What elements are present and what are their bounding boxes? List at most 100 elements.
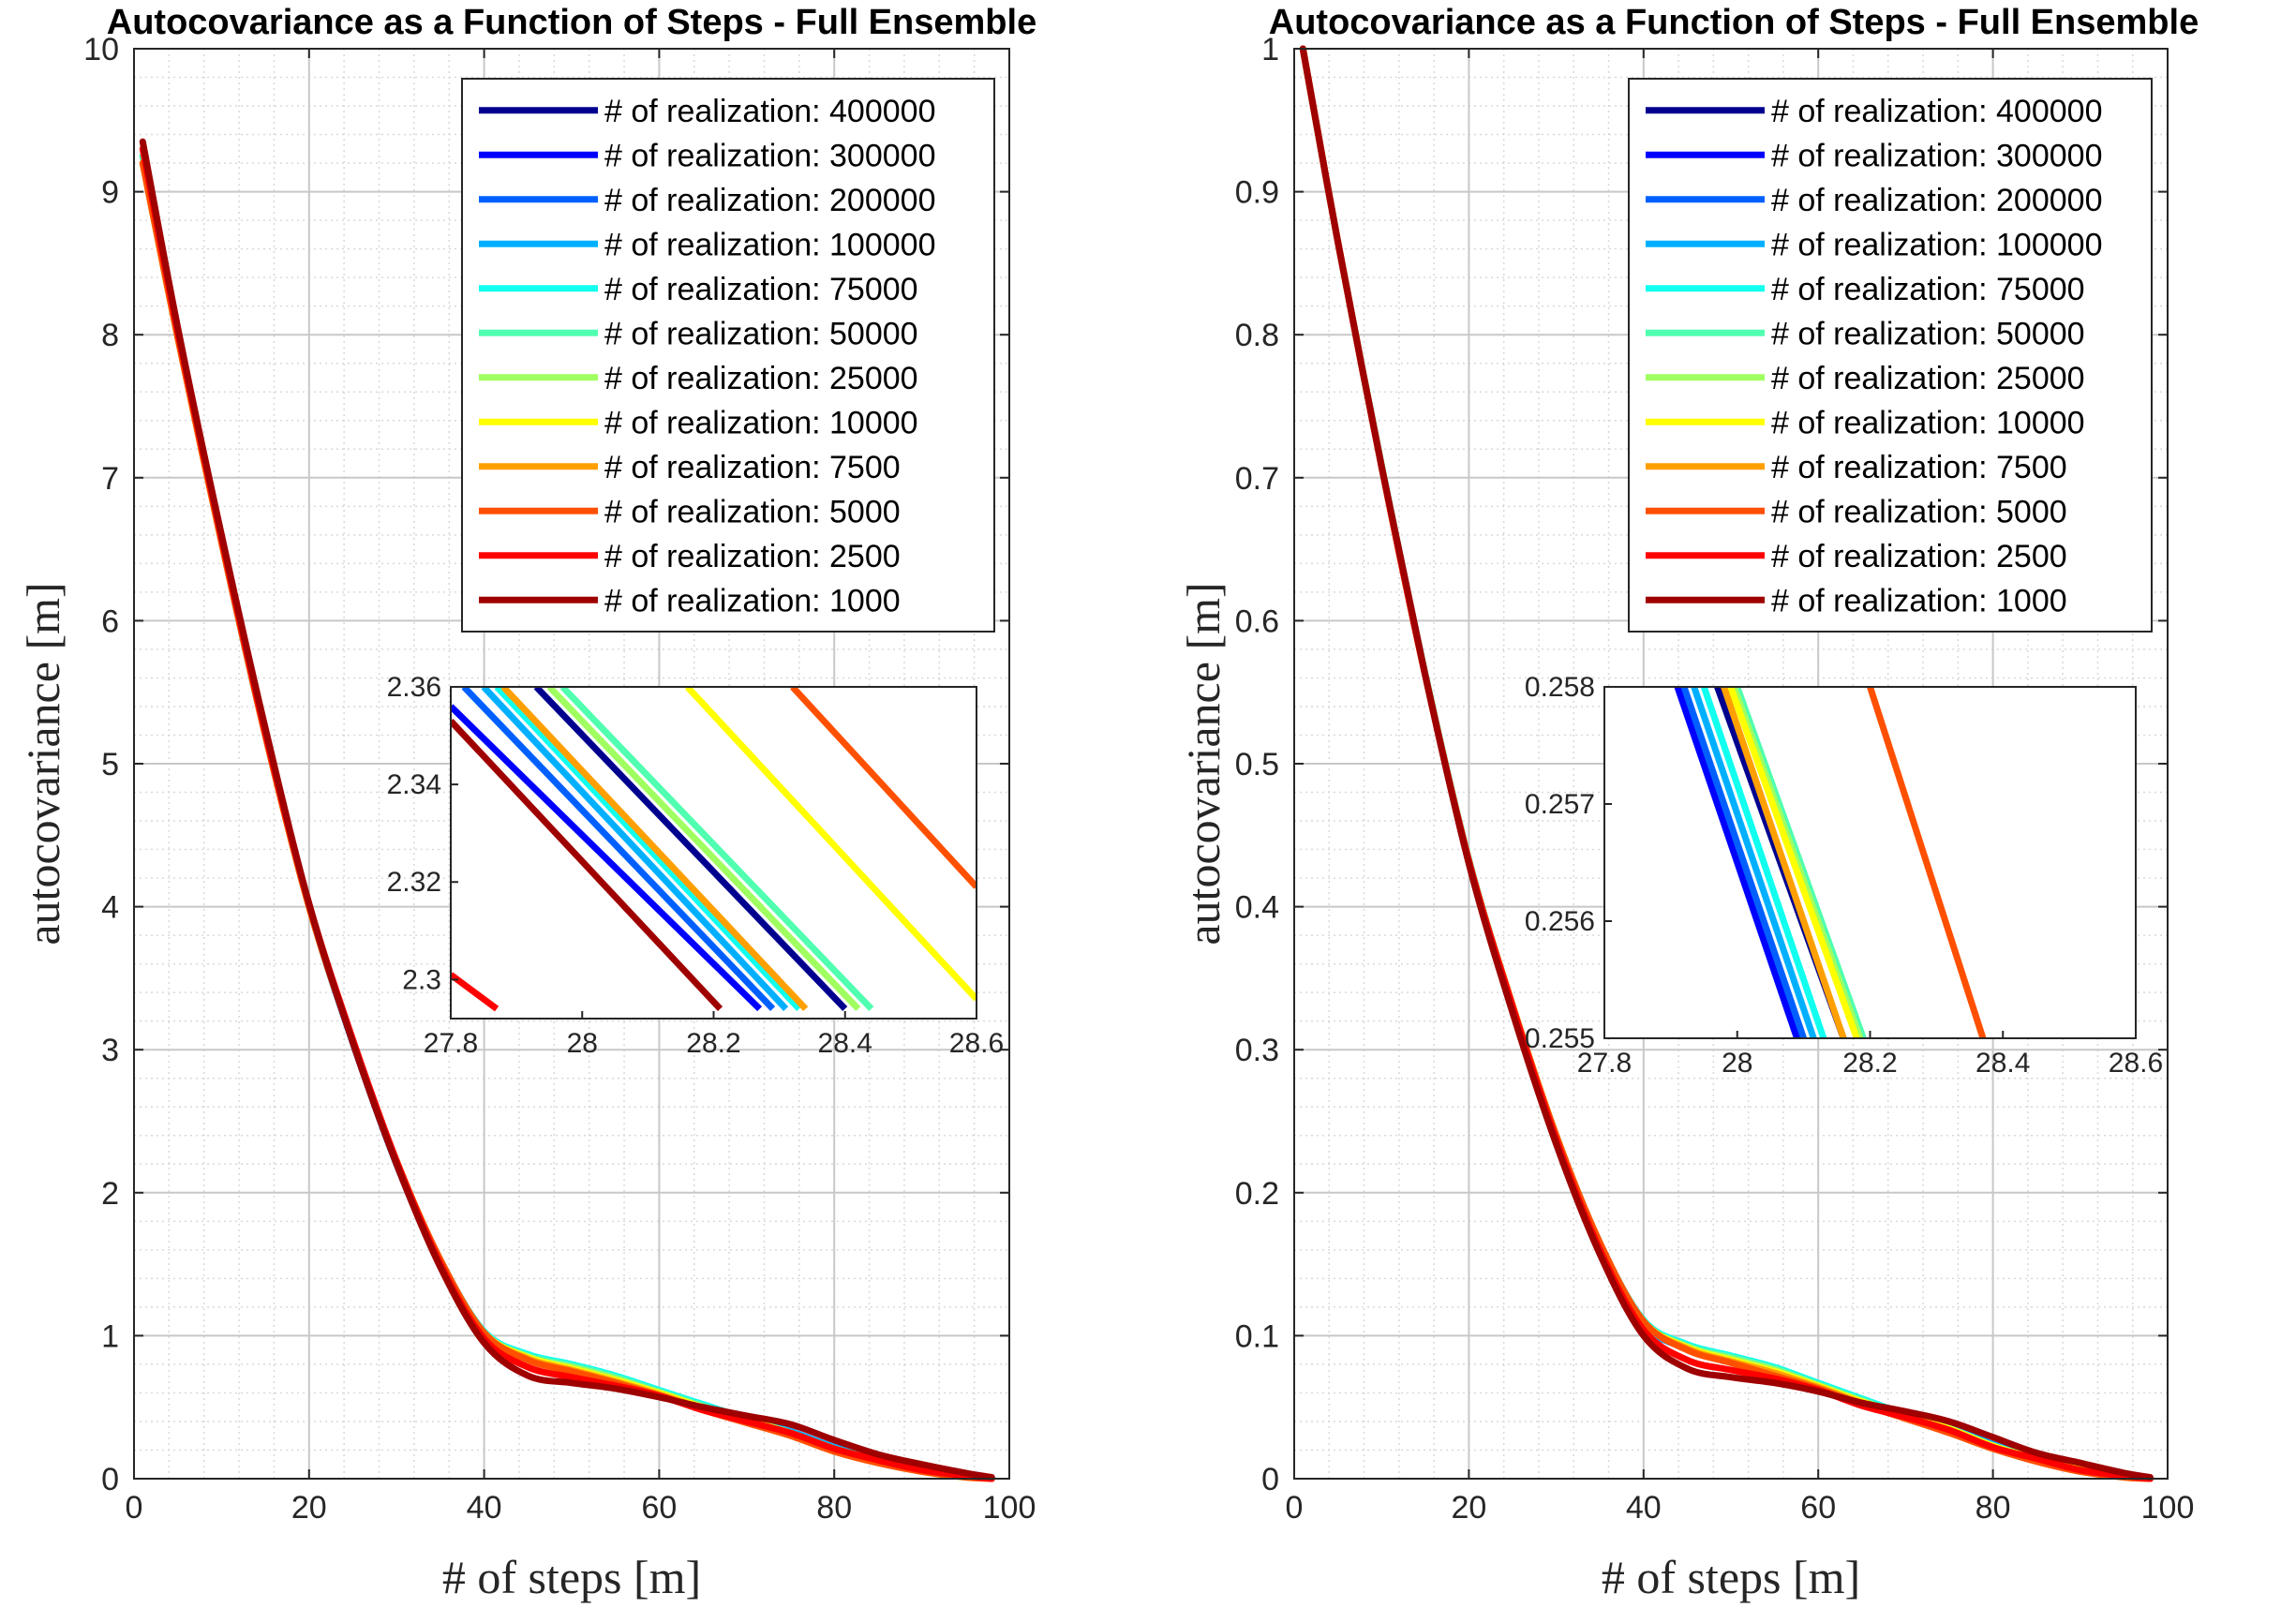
inset-series-line-3 bbox=[461, 687, 776, 1012]
x-tick-label: 100 bbox=[2141, 1490, 2195, 1526]
inset-x-tick-label: 28.6 bbox=[2109, 1048, 2163, 1079]
y-tick-label: 0 bbox=[101, 1462, 119, 1497]
inset-plot-area bbox=[1604, 687, 2136, 1038]
x-tick-label: 0 bbox=[1286, 1490, 1304, 1526]
y-tick-label: 6 bbox=[101, 603, 119, 639]
legend-label-2: # of realization: 300000 bbox=[1771, 138, 2102, 173]
y-tick-label: 3 bbox=[101, 1033, 119, 1068]
y-tick-label: 2 bbox=[101, 1176, 119, 1212]
inset-y-tick-label: 0.255 bbox=[1525, 1023, 1595, 1054]
series-group bbox=[139, 138, 995, 1482]
legend-label-9: # of realization: 7500 bbox=[604, 450, 901, 485]
inset-series-group bbox=[1674, 687, 1987, 1038]
legend-box bbox=[1628, 78, 2153, 633]
inset-y-tick-label: 0.257 bbox=[1525, 789, 1595, 820]
y-tick-label: 0.8 bbox=[1235, 318, 1279, 353]
inset-x-tick-label: 28.4 bbox=[1975, 1048, 2030, 1079]
legend-label-6: # of realization: 50000 bbox=[1771, 316, 2085, 351]
y-tick-label: 0.5 bbox=[1235, 747, 1279, 782]
legend-label-1: # of realization: 400000 bbox=[604, 94, 935, 129]
inset-series-line-7 bbox=[546, 687, 861, 1012]
y-tick-label: 5 bbox=[101, 747, 119, 782]
legend: # of realization: 400000 # of realization… bbox=[1628, 78, 2153, 633]
x-axis-label: # of steps [m] bbox=[1602, 1551, 1860, 1603]
chart-title: Autocovariance as a Function of Steps - … bbox=[1269, 3, 2199, 42]
inset-series-line-6 bbox=[559, 687, 874, 1012]
legend-label-7: # of realization: 25000 bbox=[1771, 361, 2085, 396]
inset-chart: 27.8 28 28.2 28.4 28.6 0.255 0.256 0.257 0.258 bbox=[1525, 672, 2163, 1079]
series-group bbox=[1299, 45, 2154, 1482]
y-tick-label: 0.7 bbox=[1235, 461, 1279, 497]
legend-label-8: # of realization: 10000 bbox=[604, 405, 918, 440]
inset-y-tick-label: 2.32 bbox=[387, 867, 441, 898]
legend-label-6: # of realization: 50000 bbox=[604, 316, 918, 351]
inset-series-line-10 bbox=[1867, 687, 1987, 1038]
y-tick-label: 7 bbox=[101, 461, 119, 497]
series-line-12 bbox=[1299, 45, 2154, 1481]
inset-chart: 27.8 28 28.2 28.4 28.6 2.3 2.32 2.34 2.36 bbox=[387, 672, 1005, 1059]
inset-y-tick-label: 0.256 bbox=[1525, 906, 1595, 937]
y-tick-label: 0.6 bbox=[1235, 603, 1279, 639]
inset-series-line-10 bbox=[790, 687, 977, 889]
chart-title: Autocovariance as a Function of Steps - … bbox=[107, 3, 1036, 42]
legend-label-1: # of realization: 400000 bbox=[1771, 94, 2102, 129]
legend-label-8: # of realization: 10000 bbox=[1771, 405, 2085, 440]
y-tick-label: 8 bbox=[101, 318, 119, 353]
legend-label-7: # of realization: 25000 bbox=[604, 361, 918, 396]
legend-label-4: # of realization: 100000 bbox=[604, 227, 935, 262]
y-axis-label: autocovariance [m] bbox=[1177, 582, 1230, 945]
series-line-12 bbox=[139, 138, 995, 1481]
inset-x-tick-label: 28.4 bbox=[818, 1028, 872, 1059]
legend-label-2: # of realization: 300000 bbox=[604, 138, 935, 173]
x-tick-label: 100 bbox=[983, 1490, 1036, 1526]
legend-label-4: # of realization: 100000 bbox=[1771, 227, 2102, 262]
legend-label-3: # of realization: 200000 bbox=[604, 183, 935, 218]
y-tick-label: 1 bbox=[1261, 32, 1279, 67]
x-tick-label: 20 bbox=[1451, 1490, 1486, 1526]
x-tick-label: 0 bbox=[126, 1490, 143, 1526]
y-tick-label: 0.9 bbox=[1235, 175, 1279, 211]
y-tick-label: 0.2 bbox=[1235, 1176, 1279, 1212]
x-tick-label: 80 bbox=[1975, 1490, 2011, 1526]
inset-x-tick-label: 28.2 bbox=[1842, 1048, 1897, 1079]
x-tick-label: 40 bbox=[467, 1490, 502, 1526]
inset-y-tick-label: 0.258 bbox=[1525, 672, 1595, 703]
y-tick-label: 9 bbox=[101, 175, 119, 211]
legend: # of realization: 400000 # of realization… bbox=[461, 78, 995, 633]
inset-series-line-3 bbox=[1680, 687, 1807, 1038]
legend-label-11: # of realization: 2500 bbox=[604, 539, 901, 574]
inset-series-line-8 bbox=[1727, 687, 1860, 1038]
inset-x-tick-label: 27.8 bbox=[1577, 1048, 1632, 1079]
inset-x-tick-label: 28.6 bbox=[949, 1028, 1004, 1059]
y-tick-label: 10 bbox=[83, 32, 119, 67]
y-tick-label: 0 bbox=[1261, 1462, 1279, 1497]
inset-x-tick-label: 28 bbox=[1722, 1048, 1752, 1079]
y-tick-label: 0.1 bbox=[1235, 1318, 1279, 1354]
x-tick-label: 20 bbox=[291, 1490, 327, 1526]
inset-x-tick-label: 27.8 bbox=[424, 1028, 478, 1059]
x-tick-label: 80 bbox=[816, 1490, 852, 1526]
y-tick-label: 0.4 bbox=[1235, 890, 1279, 926]
inset-series-line-9 bbox=[500, 687, 809, 1011]
x-tick-label: 60 bbox=[1800, 1490, 1836, 1526]
x-axis-label: # of steps [m] bbox=[442, 1551, 701, 1603]
y-tick-label: 1 bbox=[101, 1318, 119, 1354]
inset-series-line-5 bbox=[1700, 687, 1827, 1038]
legend-label-10: # of realization: 5000 bbox=[1771, 494, 2067, 529]
legend-label-3: # of realization: 200000 bbox=[1771, 183, 2102, 218]
x-tick-label: 40 bbox=[1626, 1490, 1662, 1526]
y-tick-label: 0.3 bbox=[1235, 1033, 1279, 1068]
legend-label-12: # of realization: 1000 bbox=[604, 583, 901, 618]
inset-y-tick-label: 2.34 bbox=[387, 769, 441, 800]
inset-series-line-4 bbox=[481, 687, 789, 1011]
legend-label-12: # of realization: 1000 bbox=[1771, 583, 2067, 618]
legend-label-10: # of realization: 5000 bbox=[604, 494, 901, 529]
inset-series-line-2 bbox=[1674, 687, 1800, 1038]
inset-y-tick-label: 2.36 bbox=[387, 672, 441, 703]
chart-panel-2: 0 20 40 60 80 100 0 0.1 0.2 0.3 0.4 0.5 0.6 0.7 0.8 0.9… bbox=[1177, 3, 2199, 1603]
inset-series-line-12 bbox=[451, 719, 723, 1011]
inset-series-line-4 bbox=[1691, 687, 1817, 1038]
legend-label-11: # of realization: 2500 bbox=[1771, 539, 2067, 574]
y-axis-label: autocovariance [m] bbox=[17, 582, 69, 945]
